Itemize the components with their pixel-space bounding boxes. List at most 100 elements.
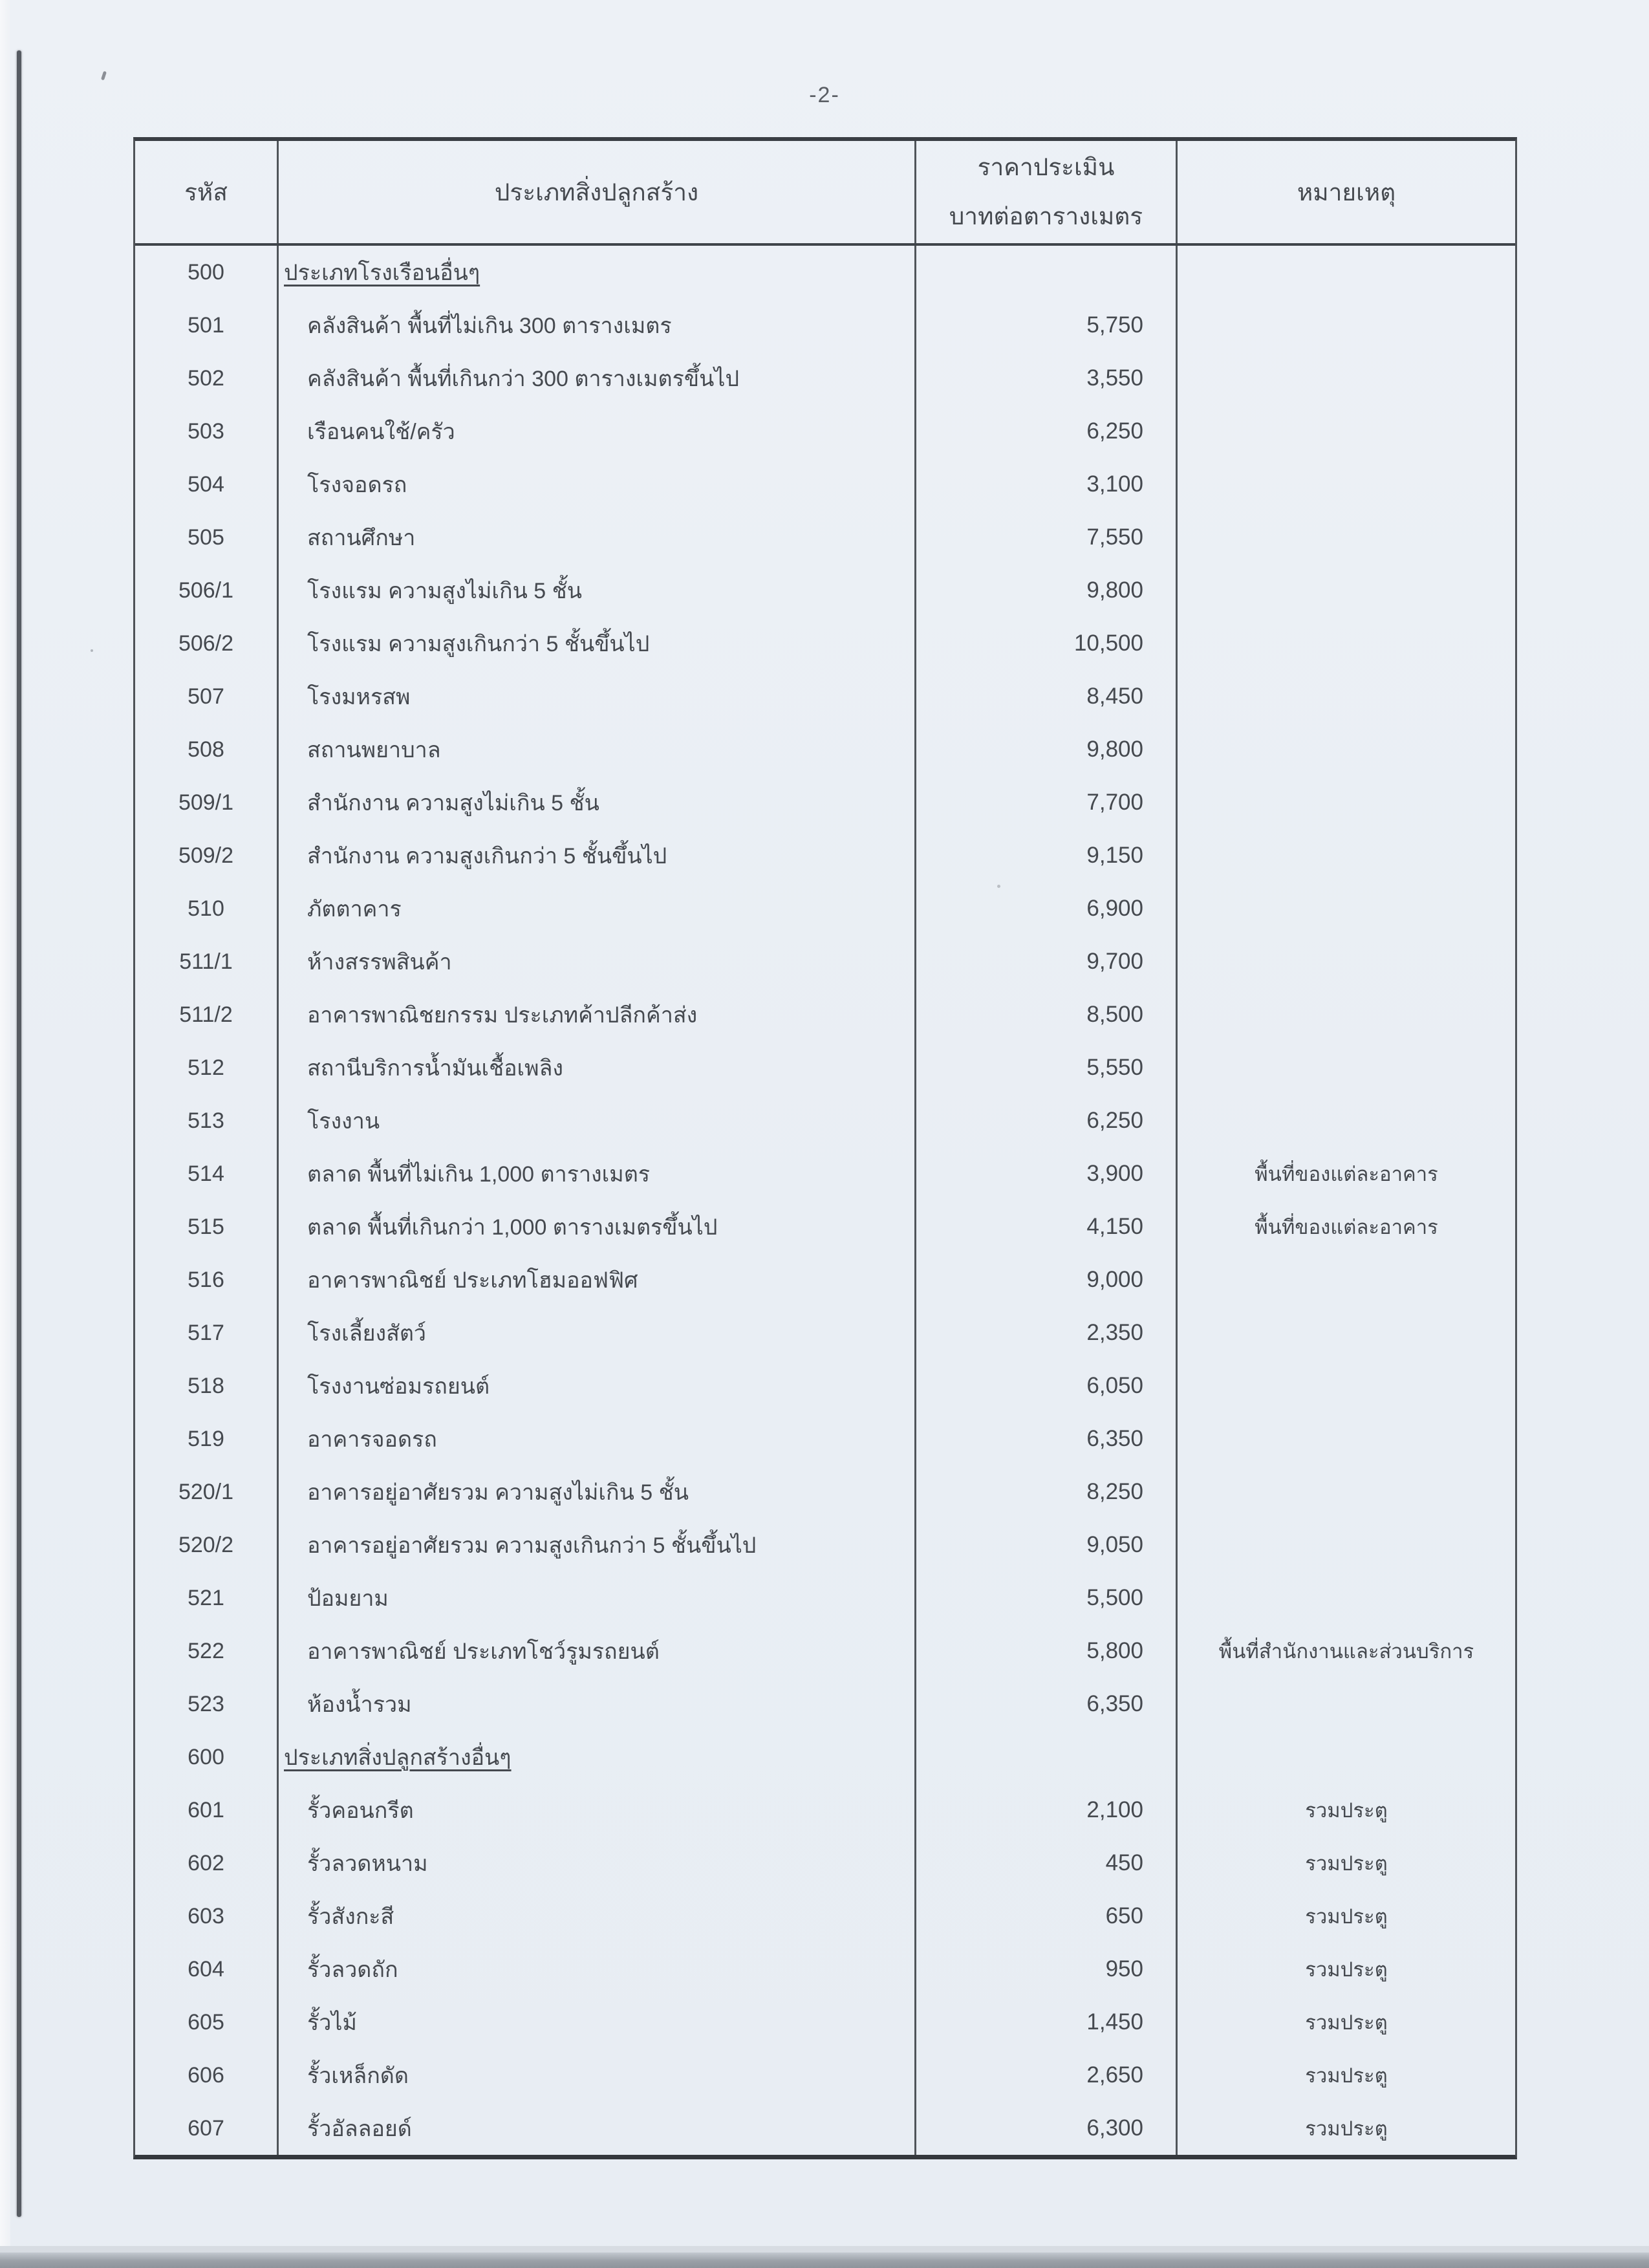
price-cell: 1,450 — [916, 1996, 1178, 2049]
remark-cell: พื้นที่สำนักงานและส่วนบริการ — [1218, 1640, 1474, 1663]
header-price-line2: บาทต่อตารางเมตร — [949, 203, 1143, 230]
type-cell: สถานีบริการน้ำมันเชื้อเพลิง — [279, 1041, 916, 1094]
type-cell: ป้อมยาม — [279, 1571, 916, 1625]
table-row: 516 อาคารพาณิชย์ ประเภทโฮมออฟฟิศ 9,000 — [135, 1253, 1515, 1306]
table-row: 600 ประเภทสิ่งปลูกสร้างอื่นๆ — [135, 1731, 1515, 1784]
remark-cell — [1178, 1094, 1515, 1147]
type-cell: ตลาด พื้นที่เกินกว่า 1,000 ตารางเมตรขึ้น… — [279, 1200, 916, 1253]
price-cell: 3,550 — [916, 352, 1178, 405]
type-cell: เรือนคนใช้/ครัว — [279, 405, 916, 458]
code-cell: 503 — [135, 405, 279, 458]
table-row: 509/2 สำนักงาน ความสูงเกินกว่า 5 ชั้นขึ้น… — [135, 829, 1515, 882]
remark-cell — [1178, 1518, 1515, 1571]
price-cell: 6,900 — [916, 882, 1178, 935]
type-cell: โรงเลี้ยงสัตว์ — [279, 1306, 916, 1359]
type-cell: ห้างสรรพสินค้า — [279, 935, 916, 988]
code-cell: 516 — [135, 1253, 279, 1306]
remark-cell — [1178, 1306, 1515, 1359]
remark-cell — [1178, 564, 1515, 617]
type-cell: อาคารอยู่อาศัยรวม ความสูงไม่เกิน 5 ชั้น — [279, 1465, 916, 1518]
table-row: 604 รั้วลวดถัก 950 รวมประตู — [135, 1943, 1515, 1996]
code-cell: 604 — [135, 1943, 279, 1996]
table-row: 506/1 โรงแรม ความสูงไม่เกิน 5 ชั้น 9,800 — [135, 564, 1515, 617]
table-header-row: รหัส ประเภทสิ่งปลูกสร้าง ราคาประเมิน บาท… — [135, 141, 1515, 246]
code-cell: 522 — [135, 1625, 279, 1678]
table-row: 521 ป้อมยาม 5,500 — [135, 1571, 1515, 1625]
type-cell: โรงแรม ความสูงไม่เกิน 5 ชั้น — [279, 564, 916, 617]
code-cell: 607 — [135, 2102, 279, 2155]
price-cell: 8,450 — [916, 670, 1178, 723]
price-cell: 3,100 — [916, 458, 1178, 511]
table-row: 520/2 อาคารอยู่อาศัยรวม ความสูงเกินกว่า 5… — [135, 1518, 1515, 1571]
code-cell: 518 — [135, 1359, 279, 1412]
price-cell: 6,250 — [916, 1094, 1178, 1147]
type-cell: สำนักงาน ความสูงไม่เกิน 5 ชั้น — [279, 776, 916, 829]
code-cell: 603 — [135, 1890, 279, 1943]
code-cell: 521 — [135, 1571, 279, 1625]
header-remark: หมายเหตุ — [1297, 178, 1396, 206]
price-cell: 5,500 — [916, 1571, 1178, 1625]
price-cell: 9,050 — [916, 1518, 1178, 1571]
table-row: 607 รั้วอัลลอยด์ 6,300 รวมประตู — [135, 2102, 1515, 2155]
table-row: 517 โรงเลี้ยงสัตว์ 2,350 — [135, 1306, 1515, 1359]
type-cell: อาคารพาณิชยกรรม ประเภทค้าปลีกค้าส่ง — [279, 988, 916, 1041]
remark-cell — [1178, 1412, 1515, 1465]
price-cell: 6,350 — [916, 1678, 1178, 1731]
table-row: 520/1 อาคารอยู่อาศัยรวม ความสูงไม่เกิน 5 … — [135, 1465, 1515, 1518]
remark-cell — [1178, 829, 1515, 882]
type-cell: สถานพยาบาล — [279, 723, 916, 776]
price-cell: 5,800 — [916, 1625, 1178, 1678]
remark-cell: รวมประตู — [1305, 2064, 1388, 2087]
price-cell: 9,800 — [916, 564, 1178, 617]
remark-cell — [1178, 988, 1515, 1041]
scan-artifact-line — [17, 50, 21, 2217]
remark-cell: รวมประตู — [1305, 1852, 1388, 1875]
table-row: 512 สถานีบริการน้ำมันเชื้อเพลิง 5,550 — [135, 1041, 1515, 1094]
price-cell: 7,700 — [916, 776, 1178, 829]
price-cell: 9,700 — [916, 935, 1178, 988]
remark-cell — [1178, 935, 1515, 988]
remark-cell — [1178, 511, 1515, 564]
table-row: 506/2 โรงแรม ความสูงเกินกว่า 5 ชั้นขึ้นไป… — [135, 617, 1515, 670]
code-cell: 515 — [135, 1200, 279, 1253]
code-cell: 507 — [135, 670, 279, 723]
remark-cell — [1178, 1253, 1515, 1306]
code-cell: 500 — [135, 246, 279, 299]
price-cell: 8,250 — [916, 1465, 1178, 1518]
price-cell — [916, 1731, 1178, 1784]
price-cell: 450 — [916, 1837, 1178, 1890]
table-row: 504 โรงจอดรถ 3,100 — [135, 458, 1515, 511]
price-cell: 6,050 — [916, 1359, 1178, 1412]
type-cell: ประเภทสิ่งปลูกสร้างอื่นๆ — [279, 1731, 916, 1784]
code-cell: 502 — [135, 352, 279, 405]
type-cell: สถานศึกษา — [279, 511, 916, 564]
remark-cell — [1178, 1731, 1515, 1784]
table-row: 508 สถานพยาบาล 9,800 — [135, 723, 1515, 776]
remark-cell: รวมประตู — [1305, 1905, 1388, 1928]
price-cell: 6,300 — [916, 2102, 1178, 2155]
remark-cell — [1178, 352, 1515, 405]
table-row: 522 อาคารพาณิชย์ ประเภทโชว์รูมรถยนต์ 5,800… — [135, 1625, 1515, 1678]
price-cell: 2,650 — [916, 2049, 1178, 2102]
table-row: 605 รั้วไม้ 1,450 รวมประตู — [135, 1996, 1515, 2049]
type-cell: รั้วสังกะสี — [279, 1890, 916, 1943]
table-row: 501 คลังสินค้า พื้นที่ไม่เกิน 300 ตารางเม… — [135, 299, 1515, 352]
type-cell: อาคารพาณิชย์ ประเภทโชว์รูมรถยนต์ — [279, 1625, 916, 1678]
table-row: 518 โรงงานซ่อมรถยนต์ 6,050 — [135, 1359, 1515, 1412]
type-cell: โรงจอดรถ — [279, 458, 916, 511]
table-row: 519 อาคารจอดรถ 6,350 — [135, 1412, 1515, 1465]
code-cell: 504 — [135, 458, 279, 511]
type-cell: ประเภทโรงเรือนอื่นๆ — [279, 246, 916, 299]
scan-edge-bottom — [0, 2252, 1649, 2268]
table-row: 523 ห้องน้ำรวม 6,350 — [135, 1678, 1515, 1731]
code-cell: 517 — [135, 1306, 279, 1359]
code-cell: 509/2 — [135, 829, 279, 882]
price-cell — [916, 246, 1178, 299]
type-cell: รั้วไม้ — [279, 1996, 916, 2049]
header-type: ประเภทสิ่งปลูกสร้าง — [279, 141, 916, 243]
price-cell: 10,500 — [916, 617, 1178, 670]
table-row: 513 โรงงาน 6,250 — [135, 1094, 1515, 1147]
price-cell: 5,750 — [916, 299, 1178, 352]
type-cell: ภัตตาคาร — [279, 882, 916, 935]
